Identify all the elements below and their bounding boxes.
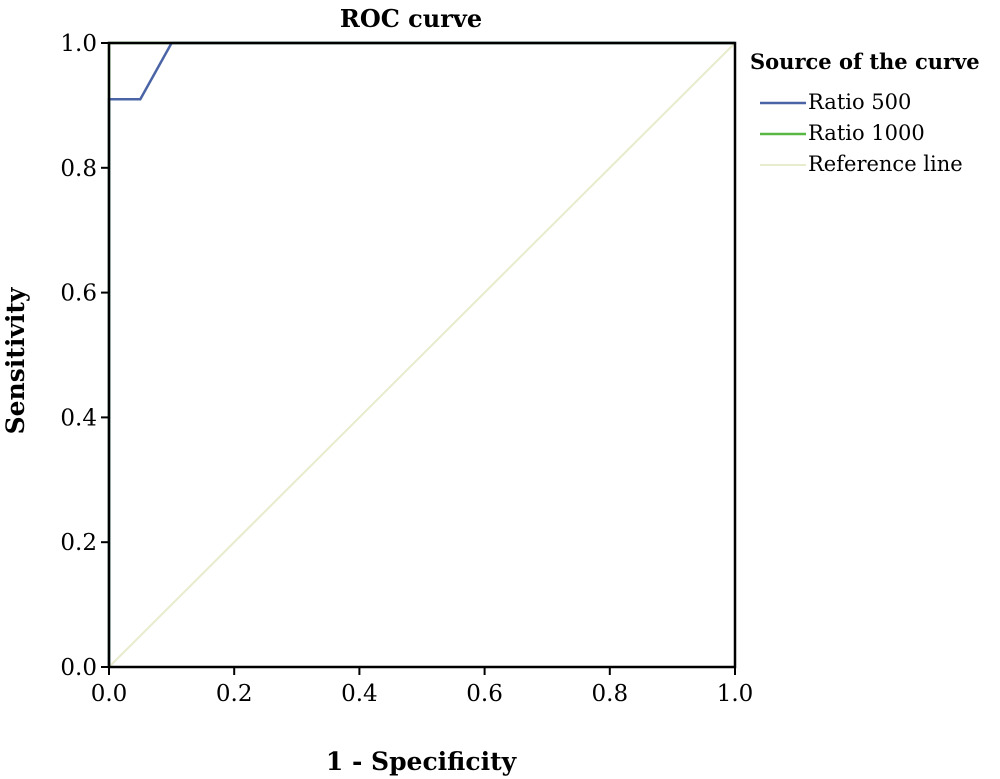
legend-label: Ratio 1000 (808, 121, 925, 145)
y-axis-label: Sensitivity (1, 286, 30, 434)
legend-label: Ratio 500 (808, 90, 911, 114)
x-axis-label: 1 - Specificity (326, 747, 518, 776)
series-layer (107, 41, 736, 668)
chart-title: ROC curve (340, 4, 482, 33)
x-tick-label: 0.6 (466, 681, 503, 707)
y-axis-ticks: 0.0 0.2 0.4 0.6 0.8 1.0 (60, 31, 109, 681)
x-tick-label: 0.2 (216, 681, 253, 707)
series-line-reference-line (108, 42, 736, 668)
x-tick-label: 0.0 (91, 681, 128, 707)
y-tick-label: 0.2 (60, 530, 97, 556)
plot-frame (107, 41, 737, 669)
x-tick-label: 0.8 (592, 681, 629, 707)
legend-label: Reference line (808, 152, 963, 176)
x-tick-label: 0.4 (341, 681, 378, 707)
x-axis-ticks: 0.0 0.2 0.4 0.6 0.8 1.0 (91, 667, 754, 707)
legend-items: Ratio 500 Ratio 1000 Reference line (760, 90, 963, 176)
y-tick-label: 0.6 (60, 281, 97, 307)
y-tick-label: 1.0 (60, 31, 97, 57)
legend-title: Source of the curve (750, 49, 980, 74)
y-tick-label: 0.0 (60, 655, 97, 681)
y-tick-label: 0.4 (60, 405, 97, 431)
x-tick-label: 1.0 (717, 681, 754, 707)
y-tick-label: 0.8 (60, 156, 97, 182)
